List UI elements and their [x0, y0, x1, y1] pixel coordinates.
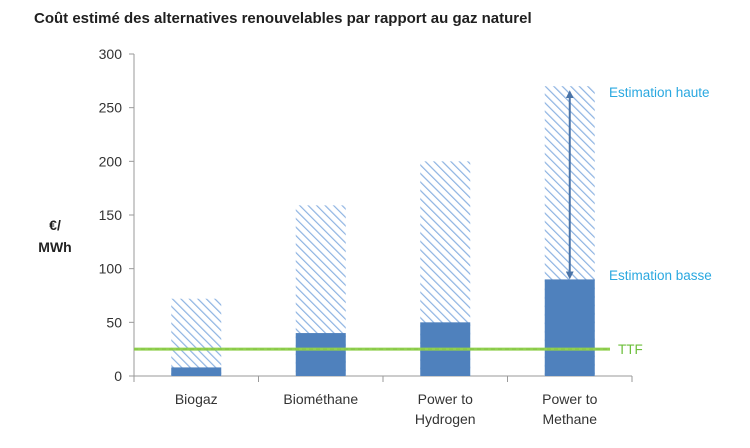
y-axis-label: €/ [49, 217, 61, 233]
y-tick-label: 250 [99, 100, 123, 116]
x-category-label: Biogaz [175, 391, 218, 407]
estimation-basse-label: Estimation basse [609, 268, 712, 283]
estimation-haute-label: Estimation haute [609, 85, 710, 100]
y-axis-label: MWh [38, 239, 71, 255]
y-tick-label: 300 [99, 46, 123, 62]
chart-title: Coût estimé des alternatives renouvelabl… [34, 10, 532, 27]
plot-area: 0 50 100 150 200 250 300 €/ MWh Biogaz Biométhane P… [38, 46, 712, 427]
x-category-label: Power to [542, 391, 597, 407]
y-tick-label: 100 [99, 261, 123, 277]
x-category-label: Methane [543, 411, 598, 427]
ttf-label: TTF [618, 342, 643, 357]
bar-low-estimate [544, 279, 595, 376]
y-tick-label: 0 [114, 368, 122, 384]
y-tick-label: 200 [99, 153, 123, 169]
bar-low-estimate [295, 333, 346, 376]
x-category-label: Hydrogen [415, 411, 476, 427]
x-category-label: Power to [418, 391, 473, 407]
bar-high-estimate [171, 298, 222, 376]
bar-low-estimate [171, 367, 222, 376]
x-category-label: Biométhane [283, 391, 358, 407]
y-tick-label: 50 [106, 314, 122, 330]
y-tick-label: 150 [99, 207, 123, 223]
